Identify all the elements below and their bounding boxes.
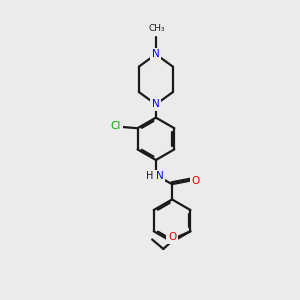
Text: N: N — [152, 49, 160, 59]
Text: H: H — [146, 172, 154, 182]
Text: N: N — [155, 172, 163, 182]
Text: O: O — [168, 232, 176, 242]
Text: N: N — [152, 99, 160, 110]
Text: O: O — [191, 176, 200, 186]
Text: Cl: Cl — [111, 121, 121, 131]
Text: N: N — [152, 99, 160, 110]
Text: CH₃: CH₃ — [148, 25, 165, 34]
